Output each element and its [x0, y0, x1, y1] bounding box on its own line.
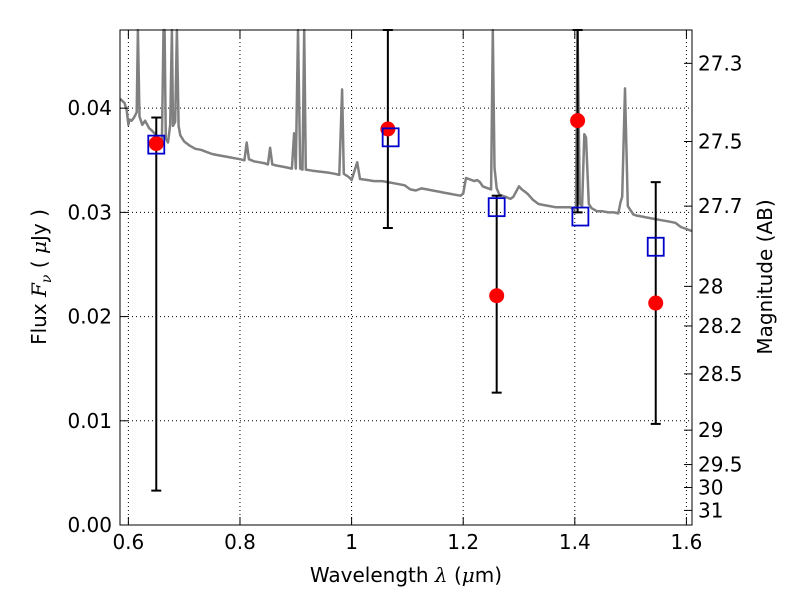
spectrum-line — [120, 30, 692, 231]
right-y-axis-label: Magnitude (AB) — [753, 199, 777, 354]
right-y-tick-label: 31 — [698, 498, 723, 522]
x-tick-label: 1.4 — [559, 530, 591, 554]
observed-point — [148, 136, 164, 152]
right-y-tick-label: 27.3 — [698, 51, 743, 75]
right-y-tick-label: 29 — [698, 418, 723, 442]
axis-ticks — [120, 30, 692, 526]
y-tick-label: 0.04 — [67, 96, 112, 120]
y-tick-labels: 0.00 0.01 0.02 0.03 0.04 — [67, 96, 112, 537]
y-tick-label: 0.01 — [67, 409, 112, 433]
y-tick-label: 0.03 — [67, 200, 112, 224]
model-point — [381, 127, 400, 148]
right-y-tick-label: 30 — [698, 475, 723, 499]
model-point — [571, 206, 590, 227]
x-tick-label: 1.2 — [447, 530, 479, 554]
x-axis-label: Wavelength λ (μm) — [310, 563, 502, 587]
x-tick-label: 0.6 — [112, 530, 144, 554]
observed-point — [570, 113, 586, 129]
right-y-tick-label: 27.5 — [698, 130, 743, 154]
y-tick-label: 0.02 — [67, 305, 112, 329]
error-bars — [151, 29, 661, 492]
model-point — [147, 134, 166, 155]
model-points — [147, 127, 665, 257]
x-tick-label: 0.8 — [224, 530, 256, 554]
right-y-tick-label: 29.5 — [698, 453, 743, 477]
right-y-tick-label: 28 — [698, 274, 723, 298]
model-point — [646, 236, 665, 257]
spectrum-layer — [120, 30, 692, 231]
observed-point — [489, 288, 505, 304]
right-y-tick-label: 28.2 — [698, 314, 743, 338]
observed-point — [648, 295, 664, 311]
plot-frame — [119, 29, 693, 526]
right-y-tick-label: 27.7 — [698, 194, 743, 218]
x-tick-labels: 0.6 0.8 1 1.2 1.4 1.6 — [112, 530, 702, 554]
grid-lines — [120, 30, 692, 525]
right-y-tick-label: 28.5 — [698, 362, 743, 386]
y-tick-label: 0.00 — [67, 513, 112, 537]
model-point — [487, 197, 506, 218]
x-tick-label: 1 — [345, 530, 358, 554]
y-axis-label: Flux Fν ( μJy ) — [27, 209, 55, 345]
x-tick-label: 1.6 — [671, 530, 703, 554]
